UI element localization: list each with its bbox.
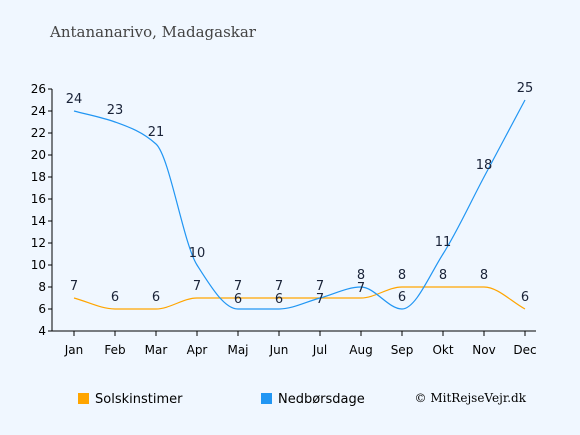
x-tick-label: Apr — [187, 343, 208, 357]
y-tick-label: 18 — [31, 170, 46, 184]
y-tick-label: 4 — [38, 324, 46, 338]
x-ticks: Jan Feb Mar Apr Maj Jun Jul Aug Sep Okt Nov Dec — [64, 331, 537, 357]
data-label-rain: 6 — [234, 292, 242, 307]
x-tick-label: Nov — [472, 343, 495, 357]
legend-swatch-sun — [78, 393, 89, 404]
data-label-rain: 11 — [435, 235, 452, 250]
y-tick-label: 20 — [31, 148, 46, 162]
data-label-sun: 7 — [316, 279, 324, 294]
data-label-rain: 18 — [476, 158, 493, 173]
copyright-text: © MitRejseVejr.dk — [415, 391, 527, 405]
legend: Solskinstimer Nedbørsdage — [78, 392, 365, 407]
y-tick-label: 14 — [31, 214, 46, 228]
data-label-rain: 24 — [66, 92, 83, 107]
data-label-sun: 7 — [234, 279, 242, 294]
x-tick-label: Jun — [269, 343, 289, 357]
legend-label-rain: Nedbørsdage — [278, 392, 365, 407]
data-label-rain: 8 — [357, 268, 365, 283]
data-label-sun: 7 — [70, 279, 78, 294]
series-line-sun — [73, 286, 526, 310]
x-tick-label: Okt — [432, 343, 453, 357]
data-label-sun: 7 — [275, 279, 283, 294]
x-tick-label: Mar — [145, 343, 168, 357]
data-label-sun: 6 — [152, 290, 160, 305]
series-lines — [73, 99, 526, 310]
data-label-rain: 7 — [316, 292, 324, 307]
data-label-sun: 7 — [193, 279, 201, 294]
x-tick-label: Dec — [513, 343, 536, 357]
y-tick-label: 6 — [38, 302, 46, 316]
data-label-sun: 8 — [480, 268, 488, 283]
x-tick-label: Jul — [312, 343, 327, 357]
data-label-rain: 10 — [189, 246, 206, 261]
y-ticks: 4 6 8 10 12 14 16 18 20 22 24 26 — [31, 82, 52, 338]
data-label-sun: 8 — [439, 268, 447, 283]
legend-swatch-rain — [261, 393, 272, 404]
y-tick-label: 22 — [31, 126, 46, 140]
legend-label-sun: Solskinstimer — [95, 392, 183, 407]
data-label-rain: 23 — [107, 103, 124, 118]
x-tick-label: Aug — [349, 343, 372, 357]
data-label-sun: 8 — [398, 268, 406, 283]
x-tick-label: Feb — [104, 343, 125, 357]
y-tick-label: 26 — [31, 82, 46, 96]
chart-title: Antananarivo, Madagaskar — [49, 23, 257, 41]
series-line-rain — [73, 99, 526, 310]
data-label-sun: 6 — [521, 290, 529, 305]
data-label-rain: 25 — [517, 81, 534, 96]
y-tick-label: 16 — [31, 192, 46, 206]
data-label-rain: 6 — [398, 290, 406, 305]
x-tick-label: Sep — [391, 343, 414, 357]
data-label-sun: 7 — [357, 281, 365, 296]
y-tick-label: 8 — [38, 280, 46, 294]
x-tick-label: Maj — [227, 343, 248, 357]
y-tick-label: 12 — [31, 236, 46, 250]
data-label-rain: 6 — [275, 292, 283, 307]
y-tick-label: 24 — [31, 104, 46, 118]
data-label-rain: 21 — [148, 125, 165, 140]
y-tick-label: 10 — [31, 258, 46, 272]
x-tick-label: Jan — [64, 343, 84, 357]
data-label-sun: 6 — [111, 290, 119, 305]
